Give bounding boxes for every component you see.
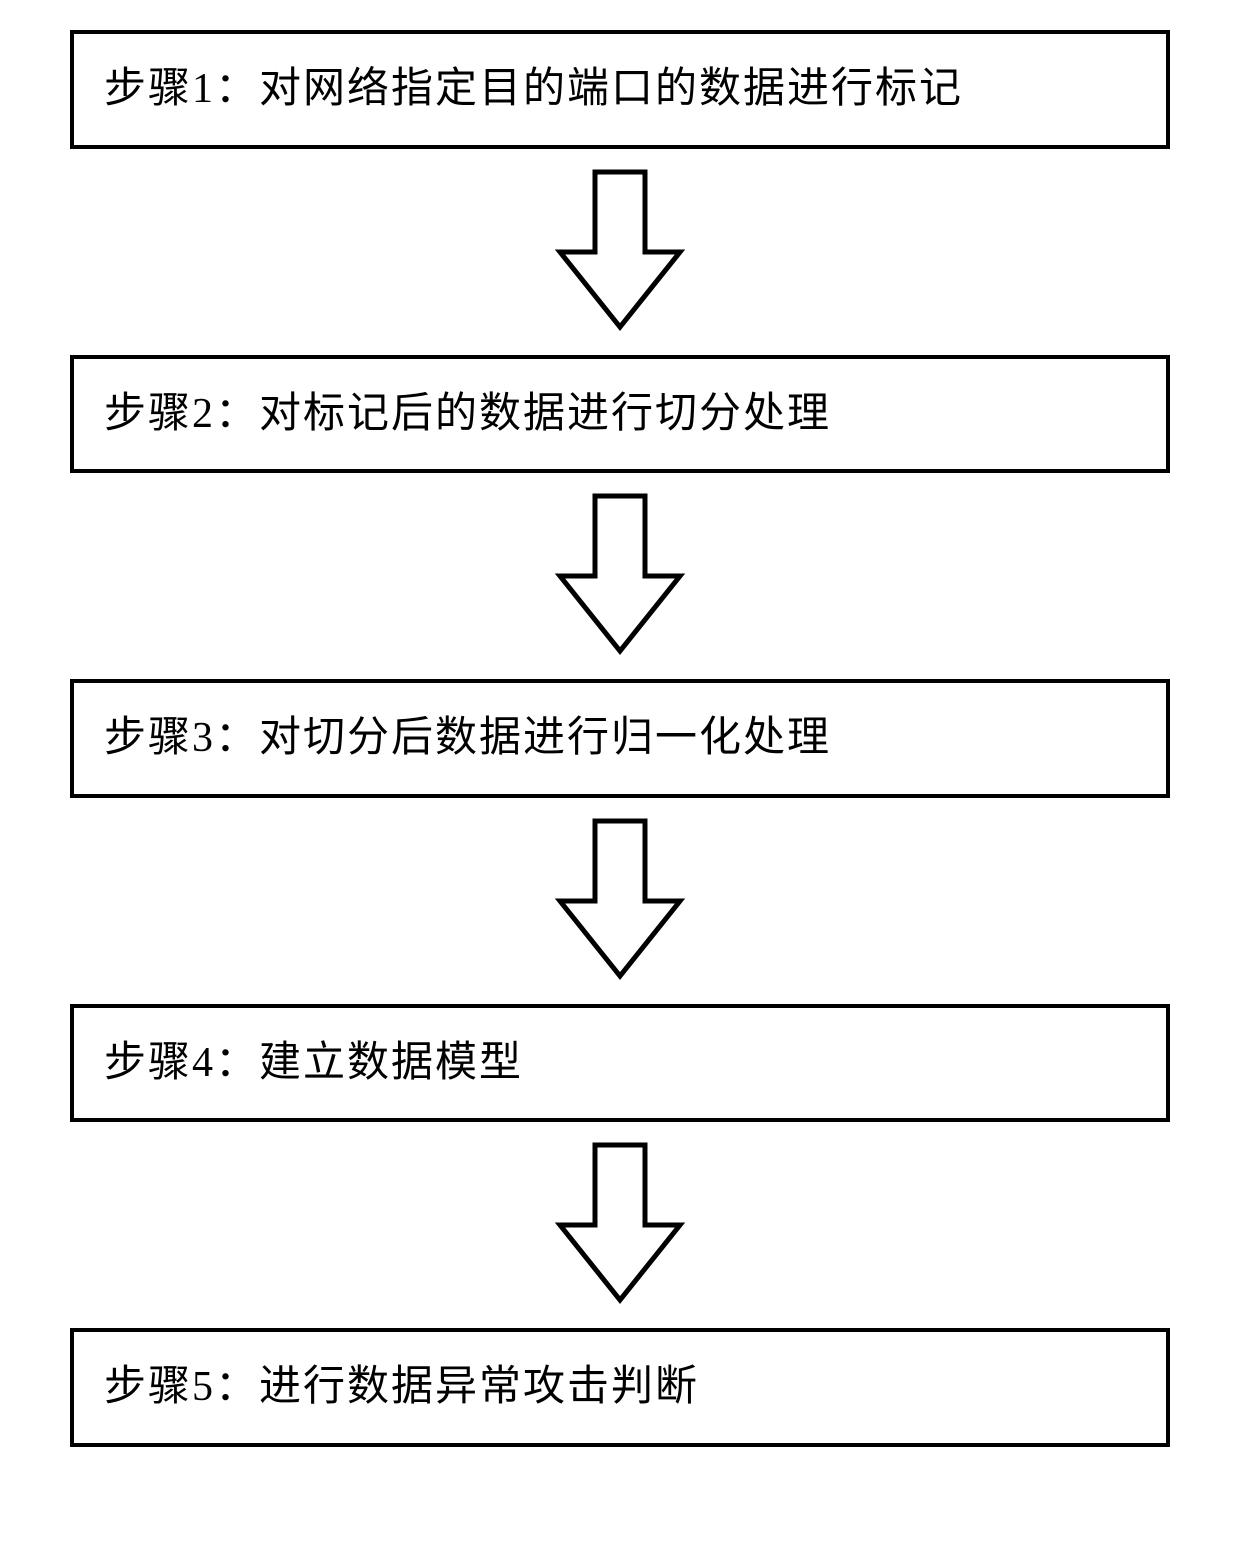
step-box-4: 步骤4：建立数据模型 <box>70 1004 1170 1123</box>
step-label: 步骤3：对切分后数据进行归一化处理 <box>104 715 831 761</box>
arrow-4 <box>70 1122 1170 1328</box>
step-box-2: 步骤2：对标记后的数据进行切分处理 <box>70 355 1170 474</box>
arrow-1 <box>70 149 1170 355</box>
step-label: 步骤4：建立数据模型 <box>104 1040 523 1086</box>
down-arrow-icon <box>550 491 690 661</box>
down-arrow-icon <box>550 167 690 337</box>
down-arrow-icon <box>550 816 690 986</box>
step-label: 步骤2：对标记后的数据进行切分处理 <box>104 391 831 437</box>
flowchart-container: 步骤1：对网络指定目的端口的数据进行标记 步骤2：对标记后的数据进行切分处理 步… <box>70 30 1170 1447</box>
arrow-2 <box>70 473 1170 679</box>
step-box-1: 步骤1：对网络指定目的端口的数据进行标记 <box>70 30 1170 149</box>
step-box-3: 步骤3：对切分后数据进行归一化处理 <box>70 679 1170 798</box>
step-label: 步骤1：对网络指定目的端口的数据进行标记 <box>104 66 963 112</box>
down-arrow-icon <box>550 1140 690 1310</box>
arrow-3 <box>70 798 1170 1004</box>
step-label: 步骤5：进行数据异常攻击判断 <box>104 1364 699 1410</box>
step-box-5: 步骤5：进行数据异常攻击判断 <box>70 1328 1170 1447</box>
